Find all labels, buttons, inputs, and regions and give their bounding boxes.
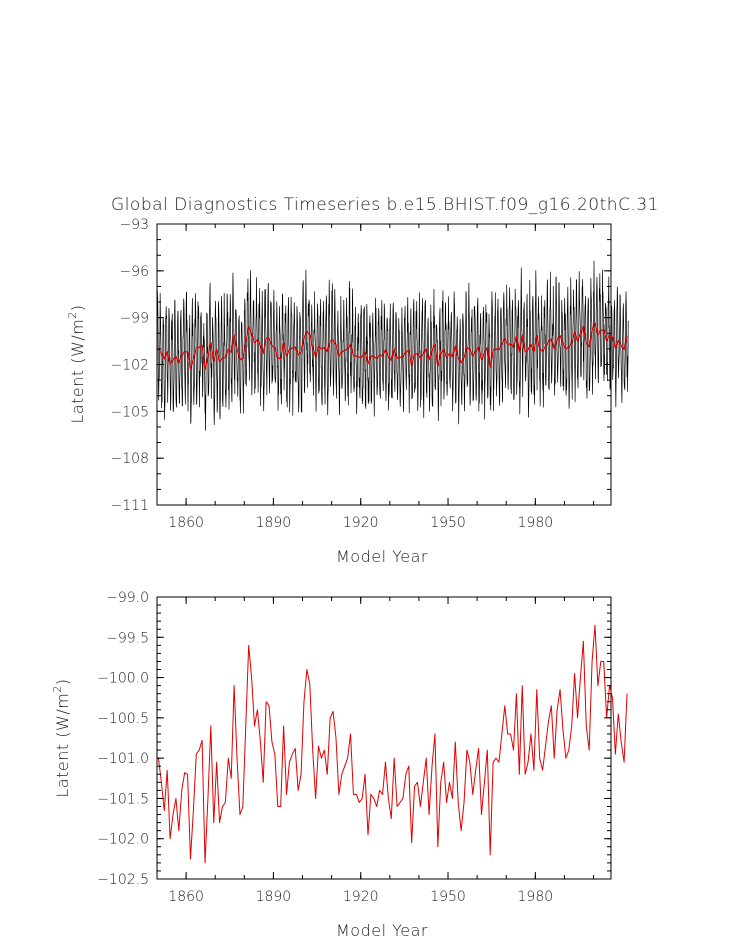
y-tick-label: −111	[111, 498, 149, 514]
y-tick-label: −96	[119, 264, 149, 280]
top-y-axis-title-close: )	[68, 304, 87, 311]
x-tick-label: 1860	[168, 515, 204, 531]
y-tick-label: −100.5	[97, 711, 149, 727]
top-y-axis-title-superscript: 2	[66, 311, 79, 319]
y-tick-label: −99.0	[106, 590, 149, 606]
figure-title: Global Diagnostics Timeseries b.e15.BHIS…	[111, 195, 659, 215]
series-line-monthly	[156, 260, 629, 431]
x-tick-label: 1950	[430, 889, 466, 905]
series-line-annual	[157, 322, 628, 370]
y-tick-label: −102	[111, 358, 149, 374]
x-tick-label: 1920	[343, 889, 379, 905]
x-tick-label: 1890	[256, 889, 292, 905]
top-plot-series	[156, 260, 629, 431]
y-tick-label: −99	[119, 311, 149, 327]
y-tick-label: −108	[111, 451, 149, 467]
x-tick-label: 1860	[168, 889, 204, 905]
bottom-x-axis-title: Model Year	[336, 921, 428, 940]
y-tick-label: −102.0	[97, 832, 149, 848]
bottom-panel-latent-annual: −102.5 −102.0 −101.5 −101.0 −100.5 −100.0 −99.…	[51, 590, 628, 940]
y-tick-label: −99.5	[106, 630, 149, 646]
y-tick-label: −100.0	[97, 671, 149, 687]
bottom-y-axis-title-close: )	[53, 678, 72, 685]
bottom-y-axis-title-main: Latent (W/m	[53, 693, 72, 798]
x-tick-label: 1890	[256, 515, 292, 531]
x-tick-label: 1980	[518, 889, 554, 905]
bottom-y-axis-title: Latent (W/m2)	[51, 678, 72, 797]
x-tick-label: 1980	[518, 515, 554, 531]
top-y-axis-title: Latent (W/m2)	[66, 304, 87, 423]
x-tick-label: 1950	[430, 515, 466, 531]
top-panel-latent-monthly-annual: −111 −108 −105 −102 −99 −96 −93 1860 1890 1920 19…	[66, 217, 629, 566]
bottom-y-axis: −102.5 −102.0 −101.5 −101.0 −100.5 −100.0 −99.…	[97, 590, 611, 888]
bottom-plot-frame	[156, 596, 612, 880]
top-x-axis-title: Model Year	[336, 547, 428, 566]
y-tick-label: −102.5	[97, 872, 149, 888]
y-tick-label: −101.5	[97, 791, 149, 807]
top-y-axis-title-main: Latent (W/m	[68, 319, 87, 424]
top-x-axis: 1860 1890 1920 1950 1980	[156, 224, 595, 531]
series-line-annual	[157, 624, 628, 864]
bottom-y-axis-title-superscript: 2	[51, 685, 64, 693]
bottom-plot-series	[157, 624, 628, 864]
bottom-x-axis: 1860 1890 1920 1950 1980	[156, 597, 595, 905]
x-tick-label: 1920	[343, 515, 379, 531]
y-tick-label: −101.0	[97, 751, 149, 767]
y-tick-label: −105	[111, 404, 149, 420]
top-y-axis: −111 −108 −105 −102 −99 −96 −93	[111, 217, 611, 514]
y-tick-label: −93	[119, 217, 149, 233]
